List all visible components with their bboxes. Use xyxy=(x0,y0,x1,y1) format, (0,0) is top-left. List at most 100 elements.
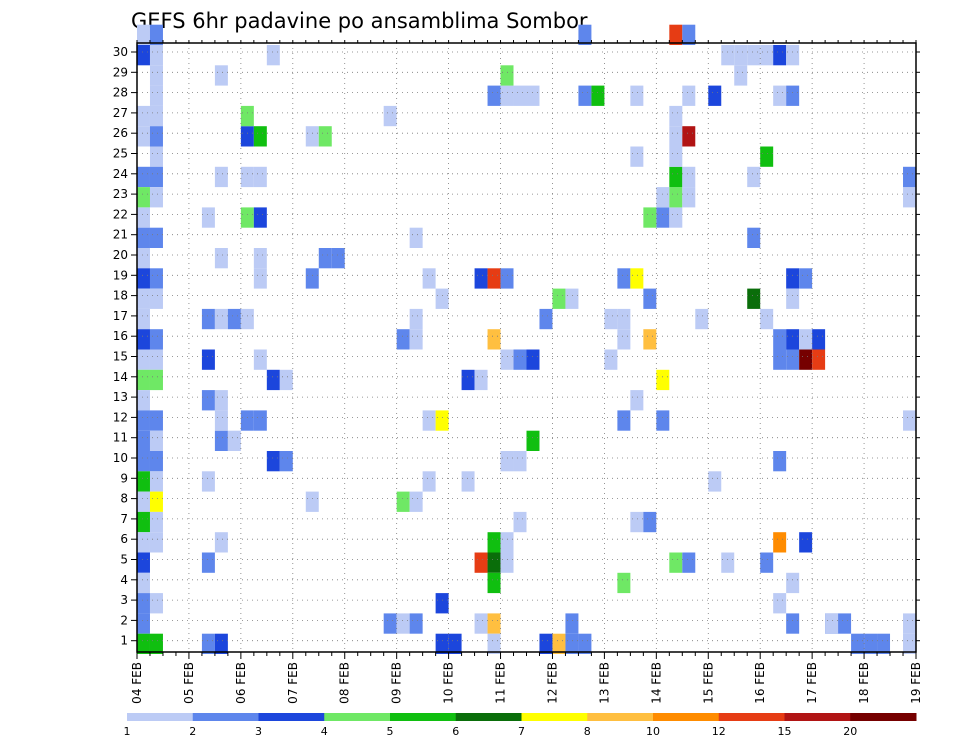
x-tick-label: 10 FEB xyxy=(442,662,456,704)
colorbar-label: 12 xyxy=(712,725,726,738)
heatmap-cell xyxy=(708,85,722,106)
heatmap-cell xyxy=(279,369,293,391)
heatmap-cell xyxy=(760,308,774,330)
heatmap-cell xyxy=(643,288,657,309)
x-tick-label: 04 FEB xyxy=(130,662,144,704)
y-tick-label: 23 xyxy=(113,187,128,201)
heatmap-cell xyxy=(137,24,150,45)
heatmap-cell xyxy=(786,572,800,594)
y-tick-label: 20 xyxy=(113,248,128,262)
heatmap-cell xyxy=(409,613,423,634)
heatmap-cell xyxy=(201,308,215,330)
heatmap-cell xyxy=(149,166,163,188)
colorbar-label: 7 xyxy=(518,725,525,738)
heatmap-cell xyxy=(773,85,787,106)
heatmap-cell xyxy=(227,430,241,451)
heatmap-cell xyxy=(526,349,540,370)
colorbar-segment xyxy=(850,713,917,721)
heatmap-cell xyxy=(656,207,670,228)
heatmap-cell xyxy=(773,329,787,350)
heatmap-cell xyxy=(578,24,592,45)
colorbar-label: 8 xyxy=(584,725,591,738)
heatmap-cell xyxy=(773,532,787,553)
colorbar-segment xyxy=(784,713,851,721)
colorbar-segment xyxy=(324,713,391,721)
y-tick-label: 4 xyxy=(120,573,128,587)
heatmap-cell xyxy=(682,24,696,45)
y-tick-label: 5 xyxy=(120,553,128,567)
heatmap-cell xyxy=(786,268,800,289)
heatmap-cell xyxy=(669,207,683,228)
colorbar-label: 4 xyxy=(321,725,328,738)
heatmap-cell xyxy=(669,105,683,127)
heatmap-cell xyxy=(149,187,163,208)
heatmap-cell xyxy=(422,471,436,492)
y-tick-label: 24 xyxy=(113,167,128,181)
heatmap-cell xyxy=(435,288,449,309)
heatmap-cell xyxy=(526,430,540,451)
colorbar: 1 2 3 4 5 6 7 8 10 12 15 20 xyxy=(124,713,917,738)
heatmap-cell xyxy=(747,166,761,188)
heatmap-cell xyxy=(812,349,826,370)
heatmap-cell xyxy=(137,532,150,553)
heatmap-cell xyxy=(149,491,163,512)
heatmap-cell xyxy=(149,329,163,350)
heatmap-cell xyxy=(578,633,592,654)
heatmap-cell xyxy=(552,288,566,309)
heatmap-cell xyxy=(409,329,423,350)
heatmap-cell xyxy=(565,288,579,309)
heatmap-cell xyxy=(149,24,163,45)
y-tick-label: 16 xyxy=(113,329,128,343)
heatmap-cell xyxy=(214,308,228,330)
heatmap-cell xyxy=(500,349,514,370)
heatmap-cell xyxy=(149,593,163,614)
heatmap-cell xyxy=(137,268,150,289)
heatmap-cell xyxy=(500,268,514,289)
heatmap-cell xyxy=(903,633,916,654)
heatmap-cell xyxy=(149,288,163,309)
heatmap-cell xyxy=(851,633,865,654)
heatmap-cell xyxy=(747,288,761,309)
heatmap-cell xyxy=(214,248,228,269)
heatmap-cell xyxy=(279,451,293,472)
heatmap-cell xyxy=(201,552,215,573)
heatmap-cell xyxy=(630,390,644,411)
heatmap-cell xyxy=(149,633,163,654)
heatmap-cell xyxy=(149,369,163,391)
heatmap-cell xyxy=(137,207,150,228)
heatmap-cell xyxy=(812,329,826,350)
heatmap-cell xyxy=(487,572,501,594)
x-tick-label: 14 FEB xyxy=(649,662,663,704)
heatmap-cell xyxy=(137,451,150,472)
heatmap-cell xyxy=(461,369,475,391)
heatmap-cell xyxy=(500,65,514,86)
heatmap-cell xyxy=(474,268,488,289)
heatmap-cell xyxy=(149,349,163,370)
chart-title: GEFS 6hr padavine po ansamblima Sombor xyxy=(131,9,588,33)
heatmap-cell xyxy=(669,187,683,208)
heatmap-cell xyxy=(682,552,696,573)
heatmap-cell xyxy=(201,471,215,492)
heatmap-cell xyxy=(903,187,916,208)
heatmap-cell xyxy=(773,45,787,66)
heatmap-cell xyxy=(253,268,267,289)
heatmap-cell xyxy=(786,45,800,66)
heatmap-cell xyxy=(396,329,410,350)
heatmap-cell xyxy=(137,187,150,208)
heatmap-cell xyxy=(137,248,150,269)
heatmap-cell xyxy=(137,166,150,188)
heatmap-cell xyxy=(500,552,514,573)
heatmap-cell xyxy=(747,45,761,66)
heatmap-cell xyxy=(305,491,319,512)
heatmap-cell xyxy=(487,268,501,289)
heatmap-cell xyxy=(682,166,696,188)
heatmap-cell xyxy=(201,390,215,411)
heatmap-cell xyxy=(799,329,813,350)
heatmap-cell xyxy=(149,430,163,451)
y-tick-label: 22 xyxy=(113,207,128,221)
heatmap-cell xyxy=(214,65,228,86)
x-tick-label: 07 FEB xyxy=(286,662,300,704)
heatmap-cell xyxy=(474,552,488,573)
heatmap-cell xyxy=(695,308,709,330)
